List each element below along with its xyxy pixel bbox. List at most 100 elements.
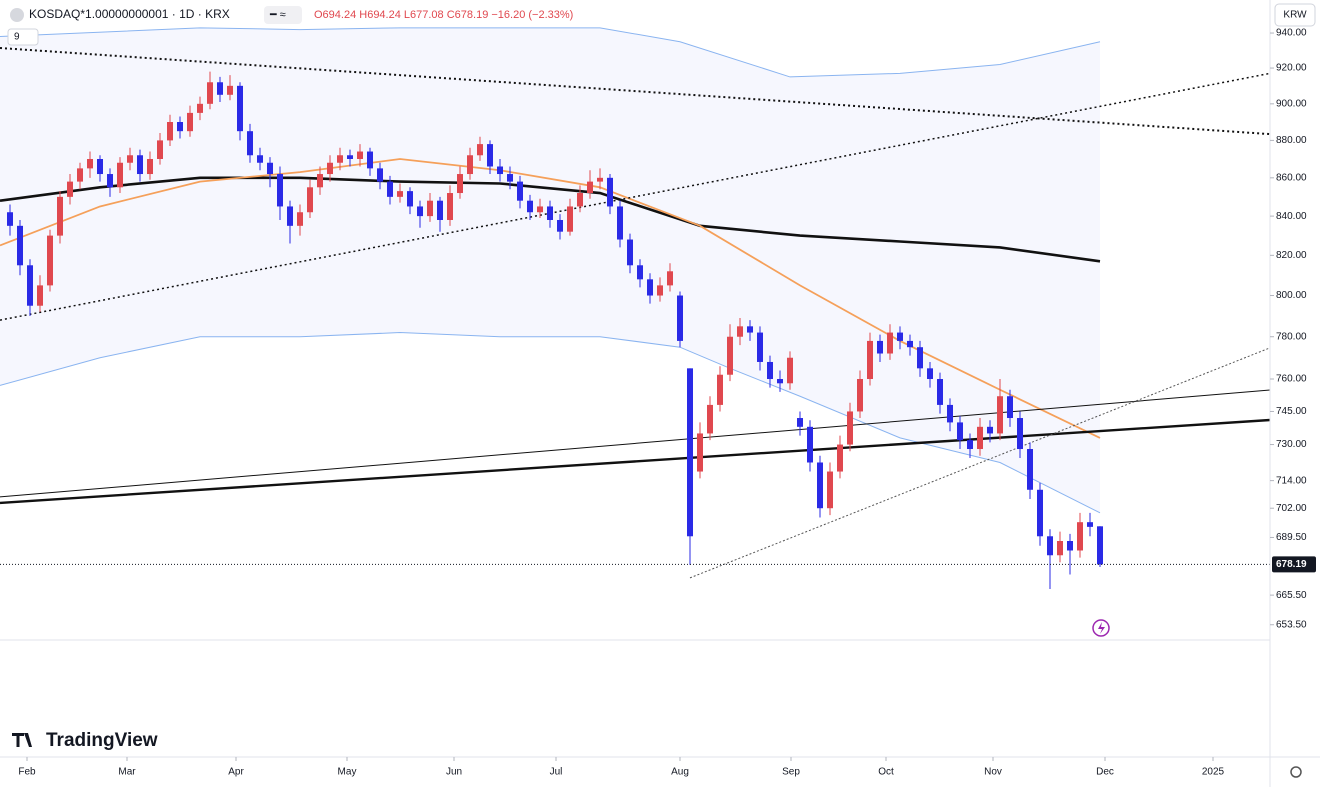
x-tick-label: Mar [118,767,136,778]
candle-body [757,332,763,362]
x-tick-label: Nov [984,767,1002,778]
indicator-line [0,176,1101,263]
candle-body [127,155,133,163]
candle-body [437,200,443,220]
logo[interactable]: TradingView [46,730,158,751]
candle-body [487,144,493,167]
candle-body [267,162,273,175]
candle-body [587,181,593,194]
candle-body [47,235,53,286]
y-tick-label: 820.00 [1276,250,1307,261]
candle-body [27,265,33,306]
candle-body [477,144,483,156]
candle-body [357,151,363,159]
candle-body [57,196,63,236]
y-tick-label: 714.00 [1276,475,1307,486]
y-tick-label: 900.00 [1276,98,1307,109]
candle-body [77,168,83,182]
candle-body [697,433,703,472]
candle-body [707,404,713,434]
y-tick-label: 665.50 [1276,590,1307,601]
candle-body [327,162,333,175]
candle-body [157,140,163,159]
candle-body [227,85,233,95]
candle-body [1087,522,1093,527]
candle-body [947,404,953,423]
candle-body [957,422,963,441]
candle-body [277,174,283,207]
y-tick-label: 800.00 [1276,290,1307,301]
candle-body [17,225,23,266]
y-tick-label: 730.00 [1276,439,1307,450]
candle-body [1097,526,1103,565]
indicator-line [0,27,1101,78]
trend-line [0,47,1271,136]
candle-body [117,162,123,188]
candle-body [677,295,683,341]
band-fill [0,27,1100,513]
candle-body [1017,418,1023,450]
candle-body [607,177,613,207]
candle-body [217,82,223,95]
candle-body [837,444,843,472]
x-tick-label: Apr [228,767,244,778]
last-price-box [1272,556,1316,573]
indicator-line [0,332,1101,514]
settings-icon[interactable] [1290,766,1302,778]
candle-body [737,326,743,337]
candle-body [867,340,873,380]
trend-line [0,389,1271,498]
candle-body [87,158,93,169]
x-tick-label: Jun [446,767,462,778]
candle-body [797,418,803,427]
candle-body [97,158,103,175]
candle-body [457,174,463,194]
candle-body [727,336,733,375]
alert-icon[interactable] [1092,619,1110,637]
candle-body [1027,449,1033,490]
indicator-count[interactable]: 9 [14,32,20,43]
symbol[interactable]: KOSDAQ*1.00000000001 · 1D · KRX [29,7,230,21]
candle-body [497,166,503,175]
candle-body [507,174,513,182]
indicator-toggle[interactable] [7,28,39,46]
candle-body [427,200,433,217]
y-tick-label: 860.00 [1276,172,1307,183]
candle-body [817,462,823,509]
candle-body [627,239,633,266]
candle-body [997,396,1003,434]
candle-body [687,368,693,537]
trend-line [0,72,1271,321]
compare-button[interactable] [264,6,302,24]
candle-body [377,168,383,182]
y-tick-label: 689.50 [1276,532,1307,543]
currency[interactable]: KRW [1283,10,1307,21]
candle-body [37,285,43,306]
candle-body [767,361,773,380]
candle-body [307,187,313,213]
candle-body [847,411,853,445]
candle-body [237,85,243,132]
icon: ━ ≈ [269,9,286,21]
candle-body [927,368,933,380]
y-tick-label: 940.00 [1276,28,1307,39]
candle-body [777,379,783,384]
candle-body [557,219,563,232]
candle-body [877,340,883,354]
currency-button[interactable] [1274,3,1316,27]
candle-body [417,206,423,217]
trend-line [0,418,1271,505]
candle-body [407,191,413,207]
candle-body [347,155,353,159]
candle-body [717,374,723,405]
candle-body [247,131,253,156]
candle-body [297,212,303,226]
candle-body [197,103,203,113]
candle-body [1067,541,1073,551]
candle-body [527,200,533,213]
x-tick-label: Aug [671,767,689,778]
candle-body [147,158,153,175]
plot [0,27,1271,590]
